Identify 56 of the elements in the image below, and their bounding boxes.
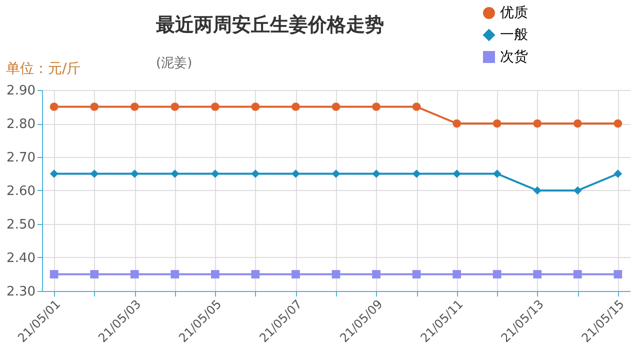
point — [573, 270, 582, 278]
y-tick-label: 2.80 — [6, 117, 36, 132]
chart-subtitle: (泥姜) — [156, 55, 192, 71]
point — [251, 170, 260, 178]
point — [614, 270, 622, 278]
point — [372, 270, 380, 278]
point — [372, 102, 380, 111]
point — [292, 170, 300, 178]
y-tick-label: 2.40 — [6, 251, 36, 266]
point — [90, 102, 99, 111]
point — [372, 170, 380, 178]
point — [130, 102, 139, 111]
legend-label: 优质 — [500, 5, 528, 21]
point — [412, 170, 421, 178]
point — [130, 270, 139, 278]
y-tick-label: 2.50 — [6, 218, 36, 232]
point — [210, 170, 220, 178]
chart-title: 最近两周安丘生姜价格走势 — [155, 14, 384, 36]
legend-label: 一般 — [500, 27, 528, 43]
point — [492, 270, 502, 278]
point — [412, 270, 421, 278]
point — [492, 119, 502, 128]
point — [170, 102, 180, 111]
point — [332, 102, 340, 111]
point — [533, 119, 542, 128]
point — [50, 170, 58, 178]
point — [332, 170, 340, 178]
point — [50, 102, 58, 111]
point — [90, 270, 99, 278]
point — [452, 270, 462, 278]
point — [170, 170, 180, 178]
point — [170, 270, 180, 278]
point — [533, 270, 542, 278]
point — [492, 170, 502, 178]
point — [251, 102, 260, 111]
point — [90, 170, 99, 178]
point — [210, 270, 220, 278]
point — [251, 270, 260, 278]
point — [614, 119, 622, 128]
point — [614, 170, 622, 178]
point — [292, 270, 300, 278]
point — [573, 119, 582, 128]
y-tick-label: 2.90 — [6, 84, 36, 98]
y-tick-label: 2.30 — [6, 284, 36, 300]
text: 单位：元/斤 — [6, 60, 81, 78]
point — [452, 119, 462, 128]
y-tick-label: 2.60 — [6, 184, 36, 199]
point — [210, 102, 220, 111]
point — [130, 170, 139, 178]
point — [452, 170, 462, 178]
point — [292, 102, 300, 111]
legend-label: 次货 — [500, 49, 528, 65]
point — [50, 270, 58, 278]
point — [332, 270, 340, 278]
y-tick-label: 2.70 — [6, 150, 36, 166]
point — [412, 102, 421, 111]
